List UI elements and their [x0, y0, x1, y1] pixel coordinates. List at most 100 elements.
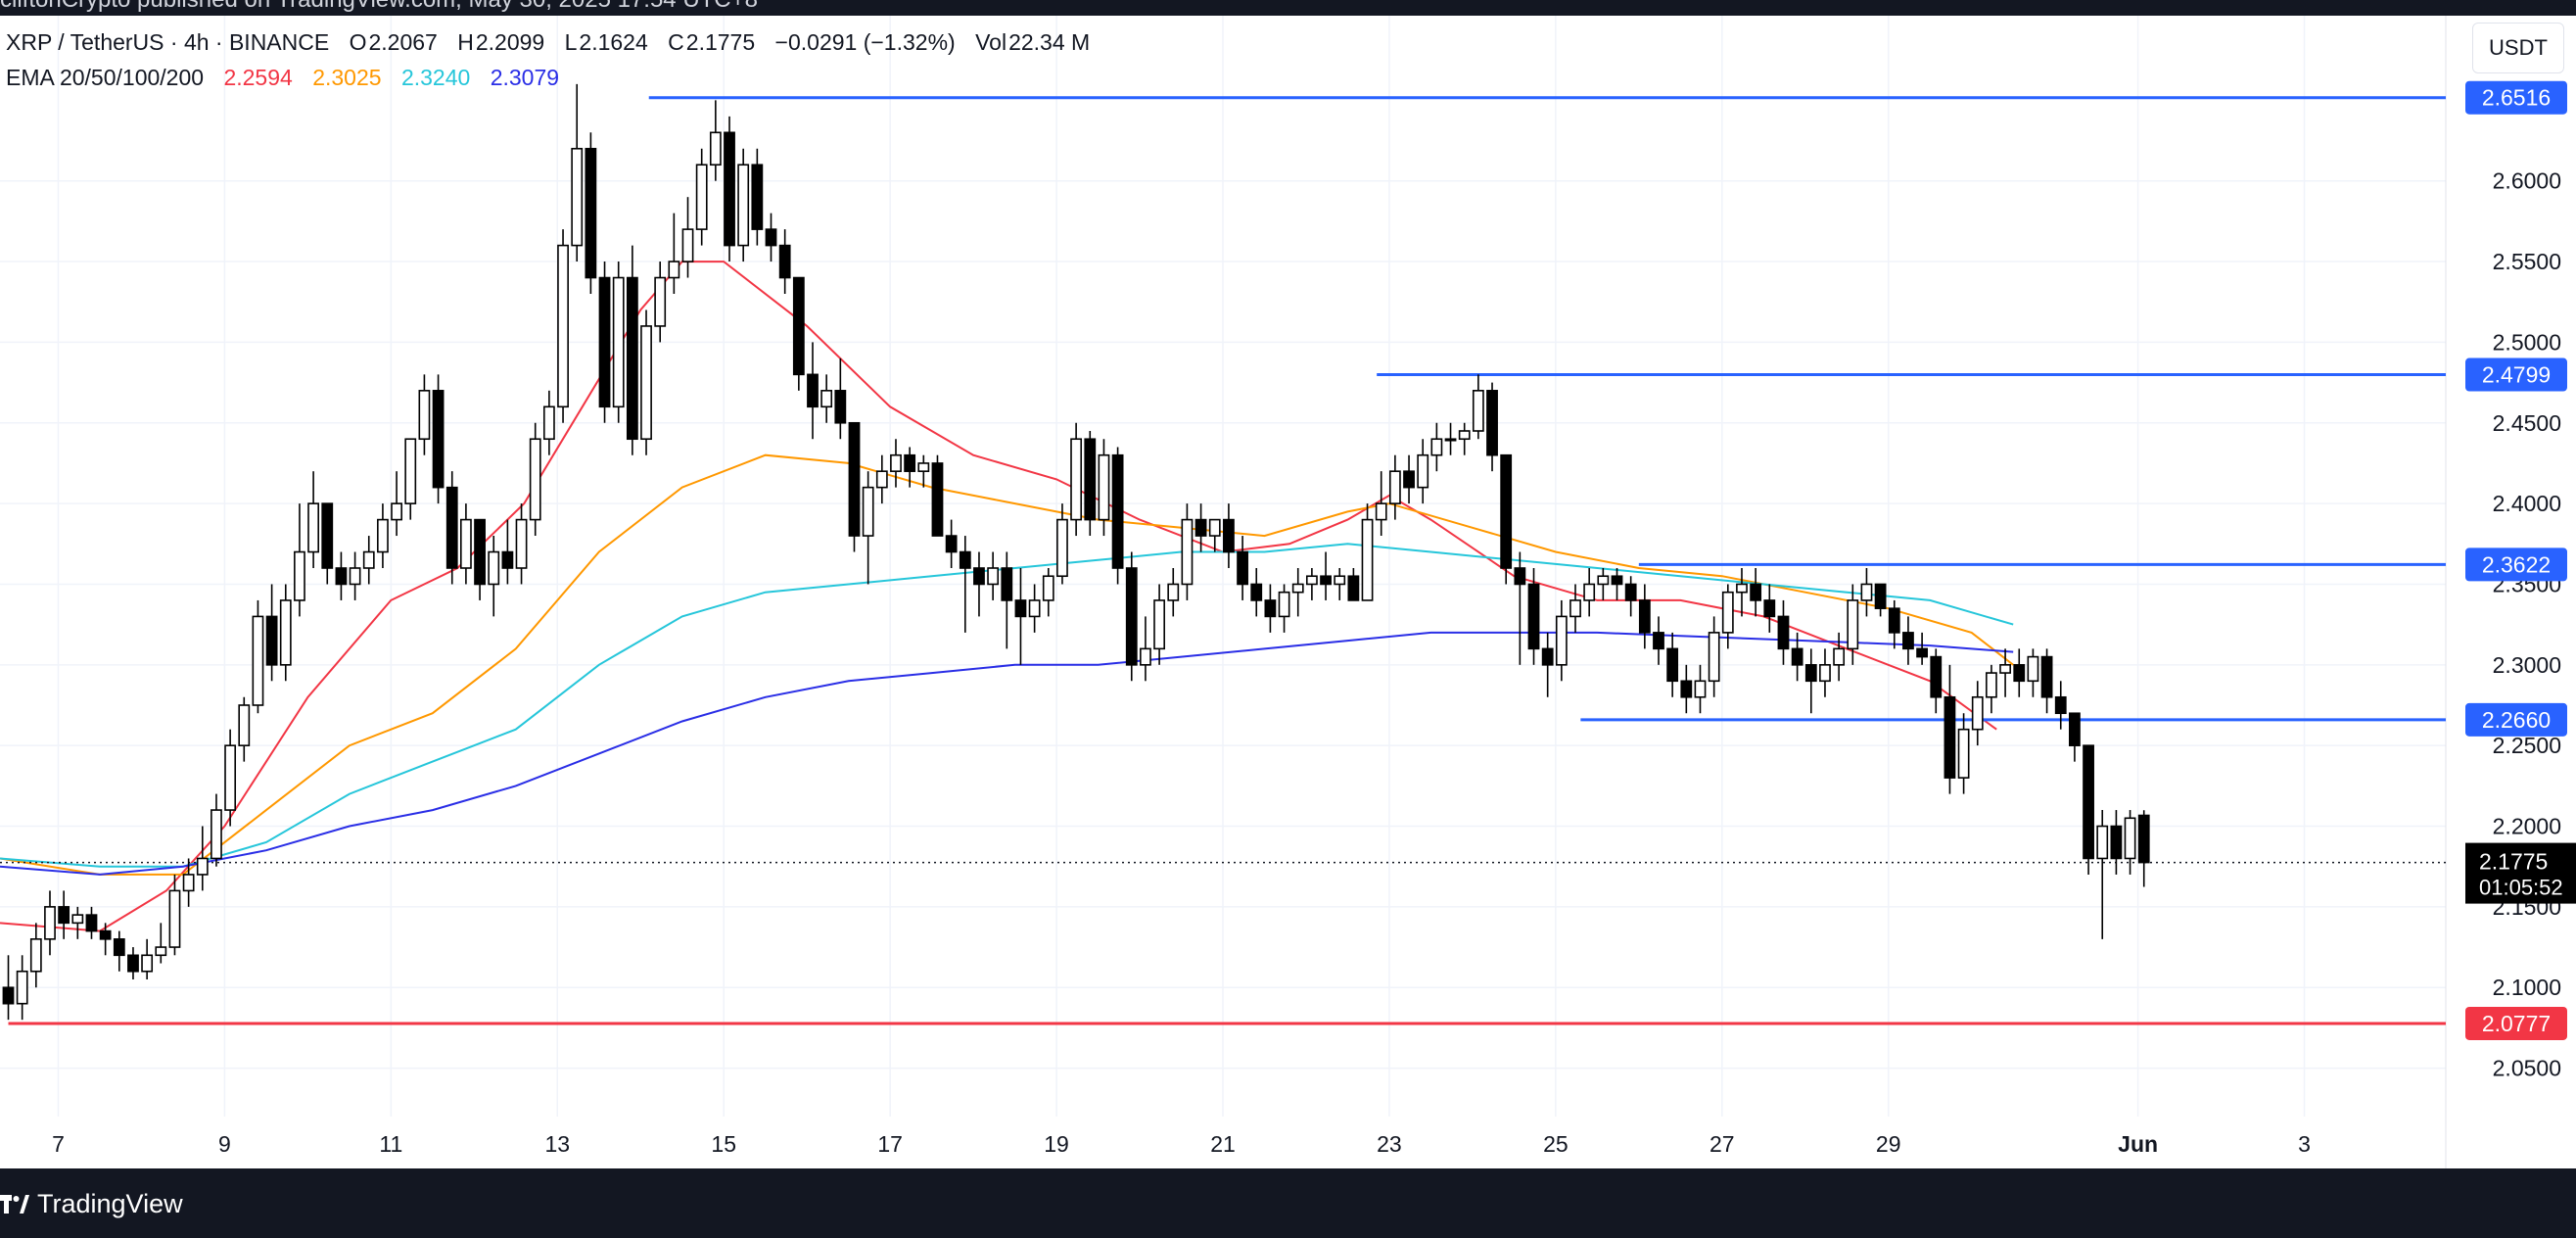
candle-body — [1361, 518, 1374, 601]
candle-body — [127, 954, 139, 973]
candle — [196, 826, 209, 891]
candle-body — [1111, 453, 1124, 569]
candle-body — [1334, 575, 1346, 586]
candle — [1944, 664, 1956, 794]
candle-body — [279, 599, 292, 666]
candle — [1971, 681, 1984, 746]
candle — [612, 262, 625, 423]
price-chart[interactable]: 2.05002.10002.15002.20002.25002.30002.35… — [0, 0, 2576, 1168]
candle-body — [724, 131, 735, 247]
candle — [1819, 648, 1831, 697]
candle-body — [211, 809, 222, 860]
symbol-legend[interactable]: XRP / TetherUS · 4h · BINANCE O2.2067 H2… — [6, 29, 1103, 56]
brand[interactable]: TradingView — [0, 1186, 183, 1221]
tradingview-logo-icon — [0, 1195, 29, 1214]
ohlc-open-value: 2.2067 — [368, 29, 438, 55]
candle — [168, 874, 181, 956]
candle — [71, 906, 84, 939]
candle — [1250, 568, 1263, 617]
candle-body — [834, 390, 847, 424]
candle — [252, 599, 264, 714]
candle — [141, 938, 154, 979]
candle — [265, 584, 278, 682]
candle-body — [1777, 615, 1790, 650]
candle-body — [640, 325, 652, 441]
candle-body — [778, 244, 791, 279]
ohlc-close-label: C — [668, 29, 684, 55]
candle — [1847, 584, 1859, 665]
y-tick-label: 2.5500 — [2493, 249, 2561, 274]
candle — [1804, 648, 1817, 714]
level-tag-label: 2.2660 — [2482, 707, 2551, 733]
candle-body — [168, 889, 181, 948]
candle-body — [1930, 655, 1943, 698]
candle-body — [29, 938, 42, 973]
candle-body — [1666, 647, 1679, 683]
candle — [820, 374, 833, 423]
candle-body — [349, 567, 361, 586]
candle-body — [445, 486, 458, 569]
candle-body — [585, 147, 597, 279]
candle — [1750, 568, 1762, 617]
y-tick-label: 2.2000 — [2493, 814, 2561, 839]
y-tick-label: 2.0500 — [2493, 1056, 2561, 1081]
candle — [1305, 568, 1318, 600]
level-price-tag: 2.3622 — [2465, 548, 2567, 582]
candle — [1140, 616, 1151, 682]
x-tick-label: 17 — [877, 1131, 903, 1157]
candle — [85, 906, 98, 939]
candle — [2013, 648, 2026, 697]
candle-body — [737, 164, 750, 247]
candle-body — [695, 164, 708, 230]
candle-body — [1611, 575, 1623, 586]
candle — [2124, 810, 2136, 875]
ema-100-line — [0, 543, 2014, 868]
currency-button[interactable]: USDT — [2472, 23, 2564, 73]
candle — [1777, 599, 1790, 665]
candle-body — [1624, 583, 1637, 601]
level-tag-box — [2465, 1006, 2567, 1040]
candle — [931, 454, 944, 537]
candle — [737, 148, 750, 262]
candle-body — [848, 421, 861, 537]
candle — [279, 584, 292, 682]
candle — [1223, 503, 1235, 568]
candle-body — [751, 164, 764, 230]
candle-body — [1181, 518, 1194, 586]
candle-body — [792, 276, 805, 376]
ema-label: EMA 20/50/100/200 — [6, 65, 205, 90]
candle-body — [1721, 591, 1734, 634]
candle — [418, 374, 431, 455]
candle — [99, 923, 112, 956]
candle — [127, 947, 139, 979]
candle — [1791, 632, 1803, 682]
candle — [1237, 536, 1248, 600]
candle-body — [709, 131, 722, 167]
candle — [1888, 599, 1900, 649]
candle — [529, 422, 541, 537]
candle — [904, 447, 916, 488]
candle — [1555, 599, 1568, 682]
candle — [16, 955, 28, 1021]
x-tick-label: 25 — [1543, 1131, 1569, 1157]
candle — [1833, 632, 1846, 682]
candle-body — [1708, 632, 1720, 683]
ema-legend[interactable]: EMA 20/50/100/200 2.2594 2.3025 2.3240 2… — [6, 65, 573, 91]
candle — [1611, 568, 1623, 600]
candle — [2083, 744, 2094, 875]
candle — [1486, 382, 1498, 472]
candle-body — [2, 986, 15, 1005]
x-tick-label: 27 — [1710, 1131, 1735, 1157]
candle-body — [1001, 567, 1013, 601]
candle-body — [1957, 728, 1970, 779]
candle-body — [432, 390, 445, 489]
candle-body — [2124, 817, 2136, 860]
ema-50-line — [0, 453, 2014, 876]
countdown-label: 01:05:52 — [2479, 876, 2563, 900]
candle-body — [654, 276, 667, 327]
candle-body — [1056, 518, 1068, 578]
candle — [557, 229, 569, 423]
candle-body — [668, 261, 680, 279]
candle — [44, 890, 56, 956]
candle — [377, 503, 389, 568]
